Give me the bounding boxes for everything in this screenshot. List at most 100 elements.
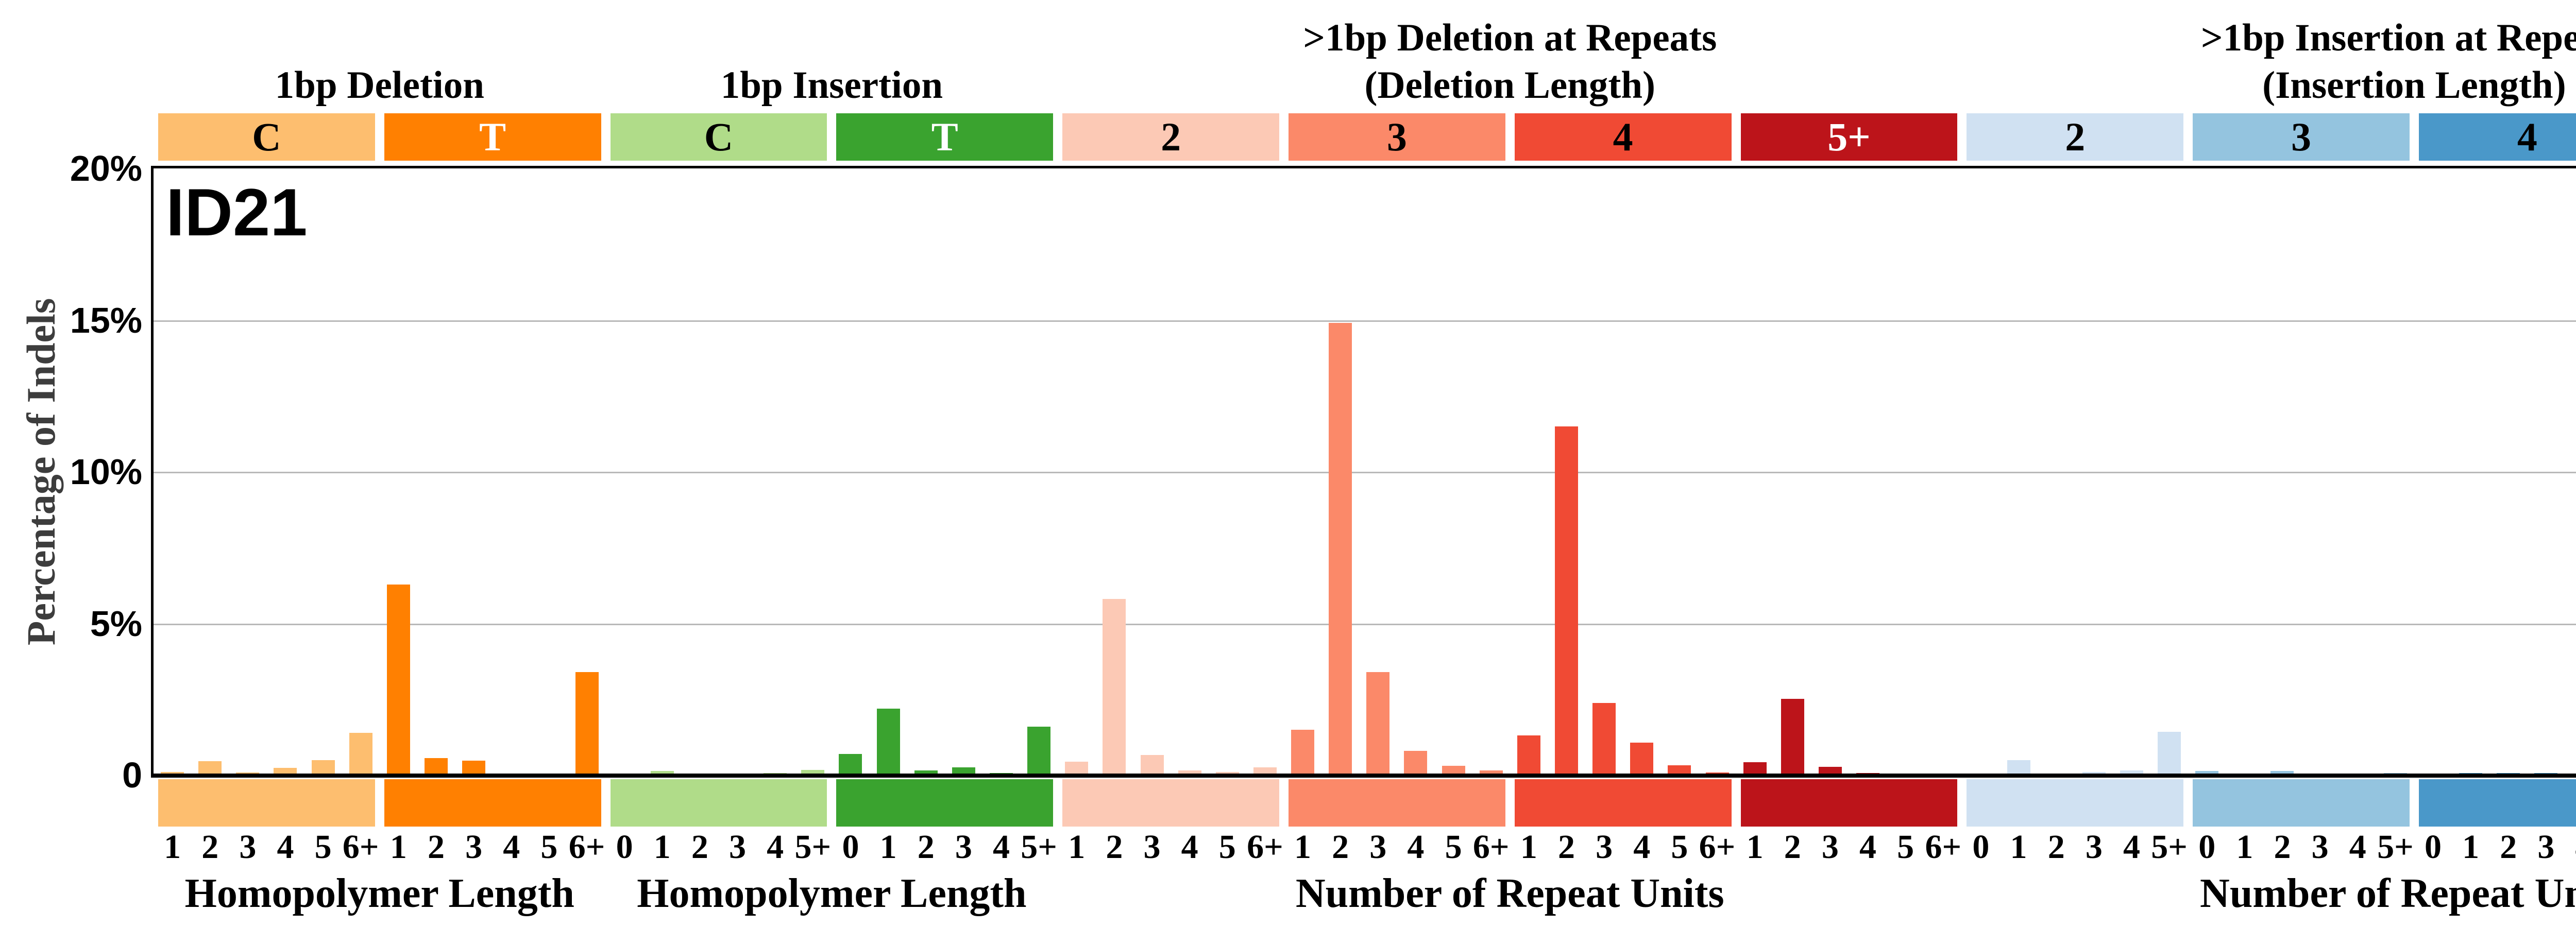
bar-1bp-ins-T-0: [839, 754, 862, 775]
x-tick-1bp-ins-C-4: 4: [767, 828, 784, 866]
bar-ins-rep-2-4: [2120, 770, 2143, 775]
bar-del-rep-5+-3: [1818, 767, 1842, 775]
x-tick-1bp-ins-T-1: 1: [879, 828, 897, 866]
top-block-1bp-ins-T: T: [836, 113, 1054, 161]
x-tick-del-rep-5+-5: 5: [1897, 828, 1914, 866]
bar-1bp-ins-C-1: [650, 771, 674, 775]
bar-1bp-del-T-1: [386, 585, 410, 775]
y-axis-label: Percentage of Indels: [19, 298, 63, 646]
bottom-strip-del-rep-4: [1514, 779, 1732, 827]
top-block-1bp-del-T: T: [384, 113, 601, 161]
x-tick-del-rep-4-6+: 6+: [1699, 828, 1736, 866]
bar-del-rep-2-2: [1103, 599, 1126, 775]
x-tick-1bp-del-T-6+: 6+: [568, 828, 605, 866]
bar-del-rep-2-1: [1065, 762, 1089, 775]
x-tick-del-rep-4-1: 1: [1520, 828, 1537, 866]
x-tick-1bp-ins-T-0: 0: [842, 828, 859, 866]
x-tick-1bp-del-T-4: 4: [503, 828, 520, 866]
x-tick-1bp-ins-T-3: 3: [955, 828, 972, 866]
bar-1bp-del-T-6+: [575, 672, 599, 775]
gridline-5pct: [154, 623, 2576, 625]
bar-del-rep-4-1: [1517, 735, 1540, 775]
x-tick-del-rep-4-5: 5: [1671, 828, 1688, 866]
x-tick-del-rep-2-2: 2: [1106, 828, 1123, 866]
x-tick-del-rep-3-2: 2: [1332, 828, 1349, 866]
x-tick-ins-rep-3-1: 1: [2236, 828, 2253, 866]
x-tick-1bp-ins-T-4: 4: [992, 828, 1010, 866]
x-tick-del-rep-5+-6+: 6+: [1925, 828, 1962, 866]
bar-del-rep-3-2: [1329, 323, 1352, 775]
signature-title: ID21: [166, 175, 308, 250]
x-tick-ins-rep-4-1: 1: [2462, 828, 2480, 866]
bottom-strip-ins-rep-3: [2193, 779, 2410, 827]
bottom-strip-ins-rep-4: [2418, 779, 2576, 827]
x-tick-del-rep-3-6+: 6+: [1472, 828, 1510, 866]
plot-area: ID21: [151, 166, 2576, 775]
y-tick-0: 0: [122, 755, 142, 795]
bar-1bp-ins-T-3: [952, 767, 975, 775]
x-tick-1bp-ins-C-0: 0: [616, 828, 633, 866]
bar-1bp-del-C-6+: [349, 733, 372, 775]
top-block-del-rep-4: 4: [1514, 113, 1732, 161]
bar-ins-rep-2-5+: [2158, 732, 2181, 775]
top-block-ins-rep-2: 2: [1967, 113, 2184, 161]
x-group-label-deletion-at-repeats: Number of Repeat Units: [1295, 871, 1724, 916]
x-tick-ins-rep-3-5+: 5+: [2377, 828, 2414, 866]
gridline-15pct: [154, 320, 2576, 322]
top-block-del-rep-5+: 5+: [1740, 113, 1958, 161]
bar-ins-rep-2-1: [2007, 760, 2030, 775]
bar-del-rep-3-1: [1291, 730, 1315, 775]
x-tick-ins-rep-2-5+: 5+: [2151, 828, 2188, 866]
x-tick-1bp-del-C-4: 4: [277, 828, 294, 866]
bar-1bp-ins-T-1: [876, 709, 900, 775]
bar-1bp-del-T-2: [424, 758, 448, 775]
x-tick-del-rep-2-6+: 6+: [1247, 828, 1283, 866]
bottom-strip-ins-rep-2: [1967, 779, 2184, 827]
x-tick-1bp-ins-T-2: 2: [917, 828, 935, 866]
top-block-1bp-del-C: C: [158, 113, 375, 161]
x-tick-del-rep-3-3: 3: [1369, 828, 1387, 866]
x-group-label-1bp-deletion: Homopolymer Length: [184, 871, 574, 916]
x-tick-ins-rep-4-2: 2: [2500, 828, 2517, 866]
x-tick-ins-rep-2-2: 2: [2047, 828, 2065, 866]
top-block-del-rep-2: 2: [1062, 113, 1279, 161]
y-tick-5%: 5%: [90, 603, 142, 644]
x-tick-1bp-del-T-3: 3: [465, 828, 483, 866]
x-group-label-1bp-insertion: Homopolymer Length: [637, 871, 1027, 916]
bar-del-rep-3-3: [1366, 672, 1390, 775]
bar-del-rep-2-4: [1178, 770, 1201, 775]
bar-1bp-del-C-5: [311, 760, 335, 775]
x-tick-ins-rep-3-0: 0: [2198, 828, 2216, 866]
top-block-1bp-ins-C: C: [610, 113, 827, 161]
top-block-ins-rep-3: 3: [2193, 113, 2410, 161]
bar-1bp-ins-T-5+: [1027, 727, 1051, 775]
bottom-strip-del-rep-3: [1288, 779, 1505, 827]
x-tick-ins-rep-2-4: 4: [2123, 828, 2140, 866]
x-tick-del-rep-2-4: 4: [1181, 828, 1198, 866]
bar-del-rep-4-2: [1554, 426, 1578, 775]
bottom-strip-1bp-del-C: [158, 779, 375, 827]
bar-ins-rep-3-2: [2270, 771, 2294, 775]
gridline-10pct: [154, 472, 2576, 473]
bottom-strip-1bp-ins-T: [836, 779, 1054, 827]
group-title-insertion-at-repeats: >1bp Insertion at Repeats(Insertion Leng…: [2200, 16, 2576, 107]
bar-del-rep-2-3: [1140, 755, 1164, 775]
x-tick-1bp-del-C-2: 2: [201, 828, 219, 866]
bar-del-rep-4-3: [1592, 703, 1616, 775]
y-tick-15%: 15%: [70, 300, 142, 340]
x-tick-ins-rep-2-0: 0: [1972, 828, 1990, 866]
x-group-label-insertion-at-repeats: Number of Repeat Units: [2200, 871, 2576, 916]
x-tick-ins-rep-3-3: 3: [2311, 828, 2329, 866]
bar-del-rep-4-4: [1630, 743, 1654, 775]
x-tick-del-rep-3-4: 4: [1407, 828, 1425, 866]
x-tick-1bp-ins-C-2: 2: [691, 828, 708, 866]
bar-del-rep-5+-1: [1743, 762, 1767, 775]
x-tick-1bp-del-T-1: 1: [389, 828, 407, 866]
bottom-strip-del-rep-5+: [1740, 779, 1958, 827]
x-tick-del-rep-3-1: 1: [1294, 828, 1312, 866]
x-tick-1bp-del-T-5: 5: [540, 828, 558, 866]
x-tick-del-rep-3-5: 5: [1445, 828, 1462, 866]
x-tick-del-rep-5+-1: 1: [1746, 828, 1764, 866]
bar-1bp-del-C-2: [198, 761, 222, 775]
x-tick-1bp-ins-C-3: 3: [729, 828, 747, 866]
